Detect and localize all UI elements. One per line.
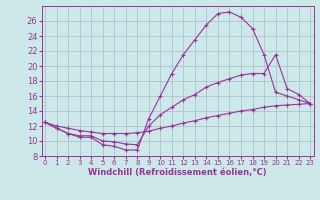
- X-axis label: Windchill (Refroidissement éolien,°C): Windchill (Refroidissement éolien,°C): [88, 168, 267, 177]
